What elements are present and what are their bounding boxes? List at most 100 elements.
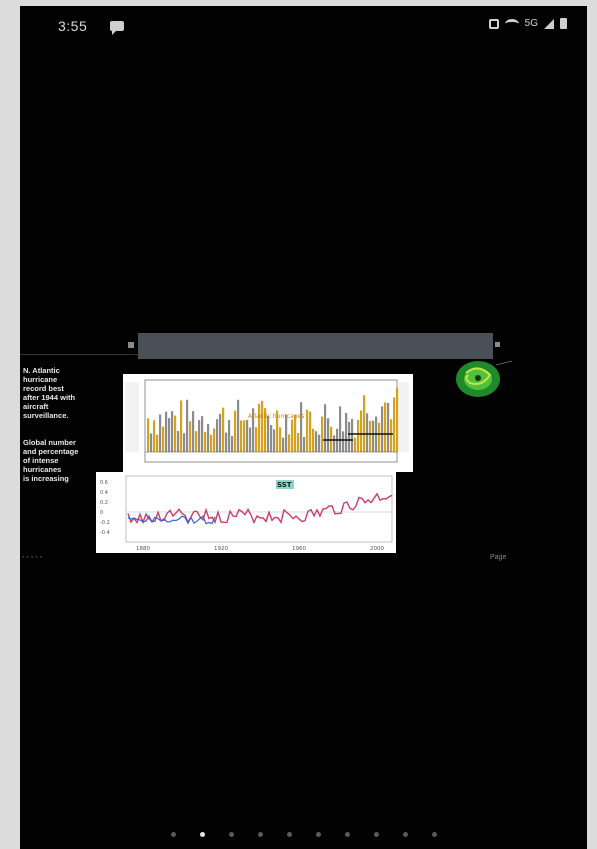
x-tick-labels: 1880 1920 1960 2000 xyxy=(136,546,384,552)
hurricane-bar xyxy=(387,402,390,452)
hurricane-bar xyxy=(165,411,168,452)
page-dot[interactable] xyxy=(257,832,263,837)
hurricane-bar xyxy=(285,414,288,452)
hurricane-bar xyxy=(360,410,363,452)
hurricane-bar xyxy=(351,418,354,452)
hurricane-bar xyxy=(279,427,282,452)
y-tick-label: -0.4 xyxy=(100,530,110,536)
sst-label: SST xyxy=(277,481,292,489)
hurricane-bar xyxy=(237,399,240,452)
hurricane-bar xyxy=(225,432,228,452)
hurricane-bar xyxy=(270,425,273,452)
hurricane-bar xyxy=(207,423,210,452)
page-dot[interactable] xyxy=(344,832,350,837)
slide-side-text-1: N. Atlantic hurricane record best after … xyxy=(23,366,76,420)
hurricane-bar xyxy=(168,418,171,452)
hurricane-bar xyxy=(273,429,276,452)
y-axis-strip xyxy=(125,382,139,452)
hurricane-bar xyxy=(246,419,249,452)
slide-header-marker-left xyxy=(128,342,134,348)
hurricane-bar xyxy=(372,420,375,452)
page-dot[interactable] xyxy=(373,832,379,837)
hurricane-bar xyxy=(189,421,192,452)
hurricane-bar xyxy=(216,419,219,452)
slide-header-bar xyxy=(138,333,493,359)
phone-screen: 3:55 5G N. Atlantic hurricane record bes… xyxy=(20,6,587,849)
hurricane-bar xyxy=(147,418,150,452)
battery-icon xyxy=(560,18,567,29)
hurricane-bar xyxy=(213,428,216,452)
hurricane-count-svg: Atlantic hurricanes xyxy=(125,379,409,463)
hurricane-bar xyxy=(297,432,300,452)
hurricane-bar xyxy=(174,415,177,452)
alarm-icon xyxy=(488,18,499,29)
hurricane-bar xyxy=(258,403,261,452)
hurricane-bar xyxy=(393,397,396,452)
hurricane-eye xyxy=(475,375,481,381)
page-dot[interactable] xyxy=(286,832,292,837)
hurricane-bar xyxy=(153,420,156,452)
hurricane-bar xyxy=(390,419,393,452)
slide-caption-left: ▪ ▪ ▪ ▪ ▪ xyxy=(22,554,43,561)
network-type-label: 5G xyxy=(524,18,538,29)
hurricane-bar xyxy=(348,421,351,452)
hurricane-bar xyxy=(339,406,342,452)
hurricane-bar xyxy=(381,406,384,452)
page-dot[interactable] xyxy=(315,832,321,837)
hurricane-spiral xyxy=(465,367,492,385)
slide-header-rule xyxy=(20,354,138,355)
y-tick-labels: 0.6 0.4 0.2 0 -0.2 -0.4 xyxy=(100,480,110,536)
x-tick-label: 1960 xyxy=(292,546,306,552)
chart-frame xyxy=(125,475,393,543)
hurricane-bar xyxy=(204,431,207,452)
hurricane-bar xyxy=(156,434,159,452)
hurricane-bar xyxy=(201,416,204,452)
page-indicator xyxy=(20,832,587,837)
hurricane-bar xyxy=(276,410,279,452)
x-tick-label: 1880 xyxy=(136,546,150,552)
hurricane-bar xyxy=(195,431,198,452)
page-dot[interactable] xyxy=(431,832,437,837)
wifi-icon xyxy=(504,18,519,29)
slide-header-marker-right xyxy=(495,342,500,347)
hurricane-bar xyxy=(240,420,243,452)
page-dot[interactable] xyxy=(170,832,176,837)
sst-series-line xyxy=(127,492,393,525)
y-tick-label: 0.2 xyxy=(100,500,108,506)
hurricane-bar xyxy=(162,426,165,452)
hurricane-bar xyxy=(369,420,372,452)
hurricane-bar xyxy=(252,408,255,452)
sst-anomaly-svg: 0.6 0.4 0.2 0 -0.2 -0.4 SST 1880 1920 1960 2000 xyxy=(100,475,393,552)
hurricane-bar xyxy=(159,414,162,452)
page-dot[interactable] xyxy=(228,832,234,837)
hurricane-bar xyxy=(342,431,345,452)
hurricane-bar xyxy=(180,400,183,452)
hurricane-bar xyxy=(288,434,291,452)
hurricane-bar xyxy=(210,434,213,452)
x-tick-label: 2000 xyxy=(370,546,384,552)
hurricane-bar xyxy=(321,416,324,452)
hurricane-bar xyxy=(183,433,186,452)
hurricane-bar xyxy=(222,407,225,452)
status-bar: 3:55 5G xyxy=(20,6,587,46)
hurricane-bar xyxy=(345,413,348,452)
hurricane-bar xyxy=(306,409,309,452)
hurricane-bar xyxy=(354,437,357,452)
hurricane-bar xyxy=(198,420,201,452)
hurricane-bar xyxy=(282,437,285,452)
page-dot[interactable] xyxy=(402,832,408,837)
hurricane-bar xyxy=(261,400,264,452)
sst-anomaly-chart: 0.6 0.4 0.2 0 -0.2 -0.4 SST 1880 1920 1960 2000 xyxy=(96,472,396,553)
hurricane-pointer xyxy=(495,360,513,366)
slide-side-text-2: Global number and percentage of intense … xyxy=(23,438,79,483)
page-dot[interactable] xyxy=(199,832,205,837)
status-time: 3:55 xyxy=(58,18,88,34)
y-tick-label: -0.2 xyxy=(100,520,110,526)
bar-series xyxy=(147,387,399,452)
hurricane-bar xyxy=(309,411,312,452)
y-tick-label: 0 xyxy=(100,510,103,516)
chart-legend-label: Atlantic hurricanes xyxy=(248,413,304,420)
x-tick-label: 1920 xyxy=(214,546,228,552)
hurricane-bar xyxy=(192,411,195,452)
hurricane-bar xyxy=(255,427,258,452)
